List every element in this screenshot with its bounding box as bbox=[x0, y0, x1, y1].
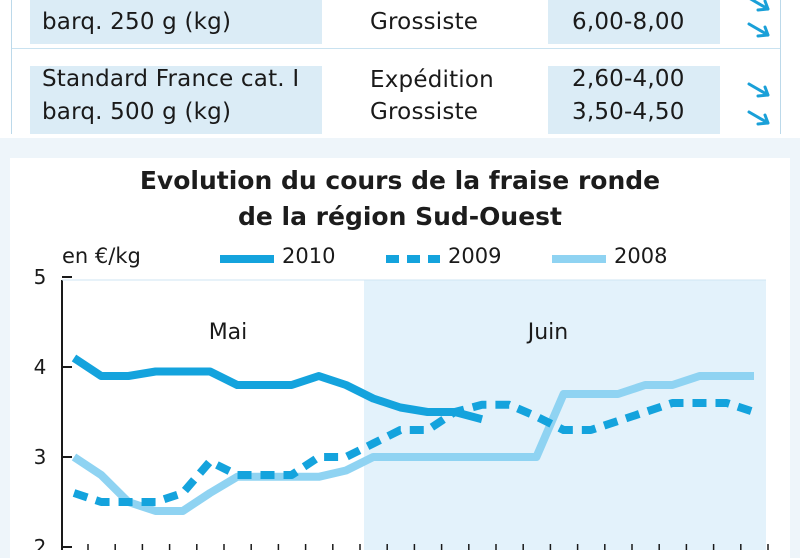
y-tick-label: 4 bbox=[34, 355, 47, 379]
series-line-2008 bbox=[71, 372, 754, 515]
row-2-label-cell bbox=[30, 66, 322, 134]
row-1-price-cell bbox=[548, 0, 720, 44]
trend-down-arrow-icon bbox=[747, 22, 770, 38]
row-2-price-2: 3,50-4,50 bbox=[572, 99, 685, 125]
legend-label-2009: 2009 bbox=[448, 244, 502, 268]
legend-label-2010: 2010 bbox=[282, 244, 336, 268]
series-line-2009 bbox=[72, 399, 756, 506]
table-right-border bbox=[780, 0, 781, 134]
y-tick-label: 2 bbox=[34, 535, 47, 550]
price-table: barq. 250 g (kg) Grossiste 6,00-8,00 Sta… bbox=[0, 0, 800, 138]
chart-title-line1: Evolution du cours de la fraise ronde bbox=[139, 166, 661, 195]
y-tick-label: 3 bbox=[34, 445, 47, 469]
row-separator bbox=[12, 48, 780, 49]
row-2-price-cell bbox=[548, 66, 720, 134]
y-tick-label: 5 bbox=[34, 265, 47, 289]
y-axis-unit-label: en €/kg bbox=[62, 244, 141, 268]
legend-label-2008: 2008 bbox=[614, 244, 668, 268]
row-1-label-line2: barq. 250 g (kg) bbox=[42, 9, 232, 35]
month-label-juin: Juin bbox=[526, 320, 569, 345]
row-2-label-line1: Standard France cat. I bbox=[42, 66, 300, 92]
row-1-price-2: 6,00-8,00 bbox=[572, 9, 685, 35]
row-2-stage-2: Grossiste bbox=[370, 99, 479, 125]
trend-down-arrow-icon bbox=[747, 110, 770, 126]
month-label-mai: Mai bbox=[209, 320, 248, 345]
row-2-price-1: 2,60-4,00 bbox=[572, 66, 685, 92]
row-1-label-cell bbox=[30, 0, 322, 44]
row-2-stage-1: Expédition bbox=[370, 67, 494, 93]
row-1-stage-2: Grossiste bbox=[370, 9, 479, 35]
row-2-label-line2: barq. 500 g (kg) bbox=[42, 99, 232, 125]
series-line-2010 bbox=[71, 354, 484, 424]
trend-down-arrow-icon bbox=[747, 82, 770, 98]
chart-title-line2: de la région Sud-Ouest bbox=[237, 202, 563, 231]
table-left-border bbox=[11, 0, 12, 134]
trend-down-arrow-icon bbox=[749, 0, 770, 12]
